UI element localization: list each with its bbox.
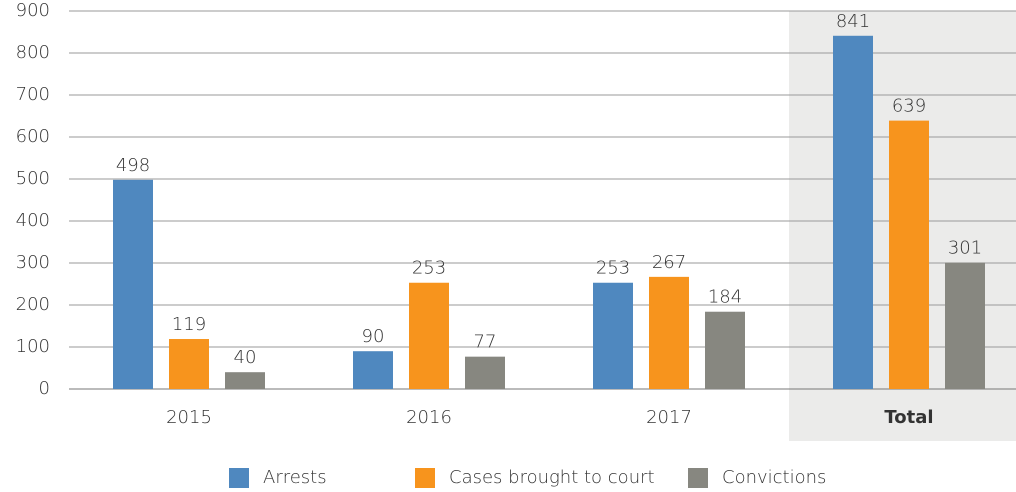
value-label: 184 (708, 287, 742, 308)
bar (465, 356, 505, 389)
legend-swatch (688, 468, 708, 488)
value-label: 253 (596, 258, 630, 279)
value-label: 841 (836, 11, 870, 32)
bar (593, 282, 633, 389)
y-tick-label: 100 (16, 336, 50, 357)
y-tick-label: 500 (16, 168, 50, 189)
bar (409, 282, 449, 389)
legend-swatch (415, 468, 435, 488)
bar (225, 372, 265, 389)
bar (833, 35, 873, 389)
y-tick-label: 400 (16, 210, 50, 231)
x-tick-label: 2015 (166, 407, 212, 428)
y-tick-label: 800 (16, 42, 50, 63)
value-label: 639 (892, 96, 926, 117)
bar (113, 179, 153, 389)
legend-label: Arrests (263, 467, 327, 488)
x-tick-label: 2016 (406, 407, 452, 428)
bar (649, 276, 689, 389)
y-tick-label: 900 (16, 0, 50, 21)
value-label: 40 (234, 347, 257, 368)
legend-swatch (229, 468, 249, 488)
bar (169, 339, 209, 389)
y-tick-label: 0 (39, 378, 50, 399)
bar (353, 351, 393, 389)
value-label: 77 (474, 332, 497, 353)
bar (889, 120, 929, 390)
y-tick-label: 700 (16, 84, 50, 105)
y-tick-label: 300 (16, 252, 50, 273)
legend-label: Cases brought to court (449, 467, 655, 488)
value-label: 498 (116, 155, 150, 176)
bar (945, 262, 985, 389)
value-label: 267 (652, 252, 686, 273)
x-tick-label: 2017 (646, 407, 692, 428)
bar (705, 311, 745, 389)
value-label: 90 (362, 326, 385, 347)
value-label: 253 (412, 258, 446, 279)
y-tick-label: 200 (16, 294, 50, 315)
y-tick-label: 600 (16, 126, 50, 147)
x-tick-label: Total (884, 407, 933, 428)
value-label: 119 (172, 314, 206, 335)
legend-label: Convictions (722, 467, 826, 488)
value-label: 301 (948, 238, 982, 259)
